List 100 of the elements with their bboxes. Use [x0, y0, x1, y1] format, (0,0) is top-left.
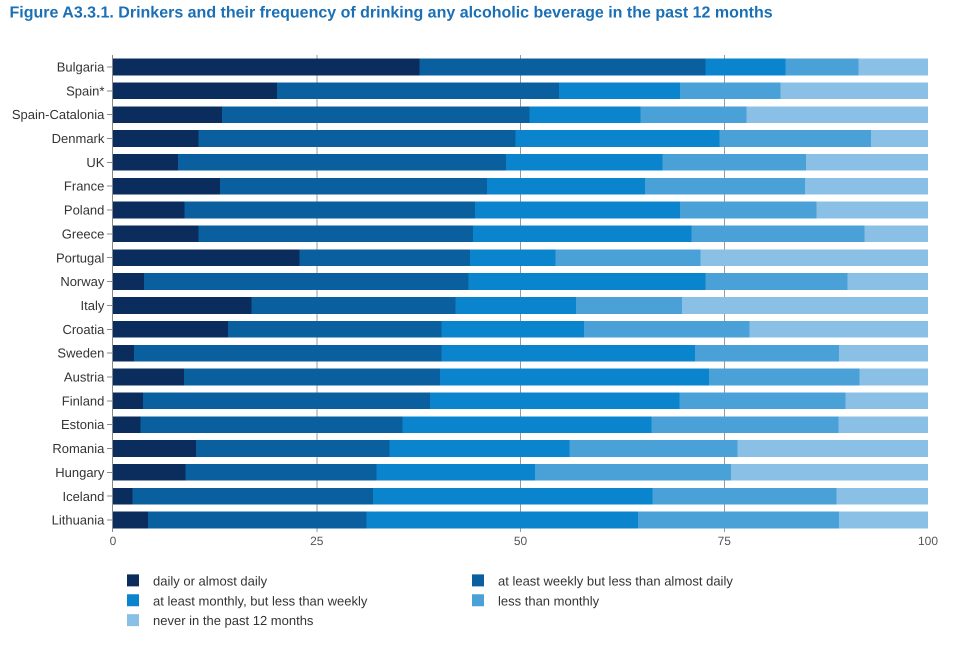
- y-tick-label: Finland: [62, 393, 104, 408]
- y-tick-label: Hungary: [55, 464, 105, 480]
- bar: [186, 464, 376, 481]
- bar: [113, 344, 134, 362]
- bar: [645, 178, 805, 195]
- bar: [529, 106, 640, 123]
- bar: [806, 154, 928, 171]
- bar: [113, 226, 199, 242]
- bar: [706, 58, 786, 76]
- bar: [535, 464, 731, 481]
- y-tick-label: UK: [86, 154, 105, 170]
- y-tick-label: France: [64, 178, 104, 194]
- x-tick-label: 50: [514, 534, 528, 548]
- y-tick-label: Greece: [62, 226, 104, 242]
- bar: [113, 464, 186, 481]
- bar: [184, 368, 440, 386]
- y-tick-label: Estonia: [61, 417, 106, 432]
- bar: [708, 368, 860, 386]
- bar: [441, 344, 695, 362]
- x-tick-label: 0: [110, 534, 117, 548]
- bar: [389, 440, 570, 457]
- y-tick-label: Italy: [80, 298, 105, 313]
- bar: [474, 202, 680, 218]
- chart-title: Figure A3.3.1. Drinkers and their frequency of drinking any alcoholic beverage in the past 12 months: [10, 4, 773, 22]
- bar: [113, 82, 277, 100]
- bar: [184, 202, 475, 218]
- bar: [468, 273, 706, 290]
- bar: [113, 440, 196, 457]
- bar: [113, 512, 148, 528]
- bar: [178, 154, 506, 171]
- bar: [220, 178, 488, 195]
- bar: [730, 464, 928, 481]
- y-tick-label: Sweden: [57, 346, 104, 361]
- bar: [680, 82, 780, 100]
- bar: [487, 178, 646, 195]
- bar: [198, 226, 474, 242]
- bar: [816, 202, 928, 218]
- y-tick-label: Norway: [60, 274, 105, 290]
- bar: [113, 297, 252, 314]
- bar: [652, 488, 837, 505]
- bar: [252, 297, 456, 314]
- bar: [113, 392, 144, 410]
- bar: [430, 392, 680, 410]
- bar: [113, 368, 184, 386]
- bar: [441, 320, 584, 338]
- bar: [113, 154, 178, 171]
- bar: [584, 320, 750, 338]
- bar: [737, 440, 928, 457]
- y-tick-label: Austria: [64, 370, 106, 385]
- bar: [640, 106, 746, 123]
- bar: [706, 273, 848, 290]
- y-tick-label: Portugal: [56, 250, 105, 266]
- x-tick-label: 100: [918, 534, 938, 548]
- bar: [569, 440, 738, 457]
- bar: [113, 130, 199, 147]
- bar: [113, 320, 228, 338]
- bar: [300, 249, 470, 266]
- bar: [860, 368, 928, 386]
- bar: [455, 297, 576, 314]
- legend-label: at least monthly, but less than weekly: [153, 593, 368, 608]
- bar: [652, 416, 838, 434]
- bar: [113, 106, 222, 123]
- y-tick-label: Bulgaria: [56, 59, 106, 74]
- bar: [196, 440, 390, 457]
- bar: [470, 249, 556, 266]
- bar: [846, 392, 928, 410]
- bar: [804, 178, 928, 195]
- bar: [134, 344, 442, 362]
- bar: [847, 273, 928, 290]
- legend-label: less than monthly: [498, 593, 600, 608]
- bar: [700, 249, 928, 266]
- bar: [516, 130, 720, 147]
- legend-label: daily or almost daily: [153, 573, 268, 588]
- legend-label: never in the past 12 months: [153, 613, 314, 628]
- bar: [113, 178, 220, 195]
- bar: [506, 154, 662, 171]
- bar: [140, 416, 402, 434]
- y-tick-label: Poland: [64, 202, 104, 218]
- bar: [680, 202, 816, 218]
- bar: [132, 488, 373, 505]
- bar: [839, 512, 928, 528]
- bar: [402, 416, 652, 434]
- bar: [113, 58, 420, 76]
- bar: [746, 106, 928, 123]
- bar: [556, 249, 701, 266]
- y-tick-label: Romania: [52, 441, 106, 456]
- y-tick-label: Denmark: [52, 131, 105, 146]
- bar: [440, 368, 709, 386]
- bar: [694, 344, 840, 362]
- bar: [198, 130, 516, 147]
- x-tick-label: 75: [718, 534, 732, 548]
- bar: [839, 344, 928, 362]
- bar: [780, 82, 928, 100]
- bar: [366, 512, 638, 528]
- bar: [419, 58, 706, 76]
- bar: [222, 106, 530, 123]
- bar: [113, 488, 133, 505]
- bar: [679, 392, 846, 410]
- y-tick-label: Spain*: [66, 83, 104, 98]
- bar: [376, 464, 536, 481]
